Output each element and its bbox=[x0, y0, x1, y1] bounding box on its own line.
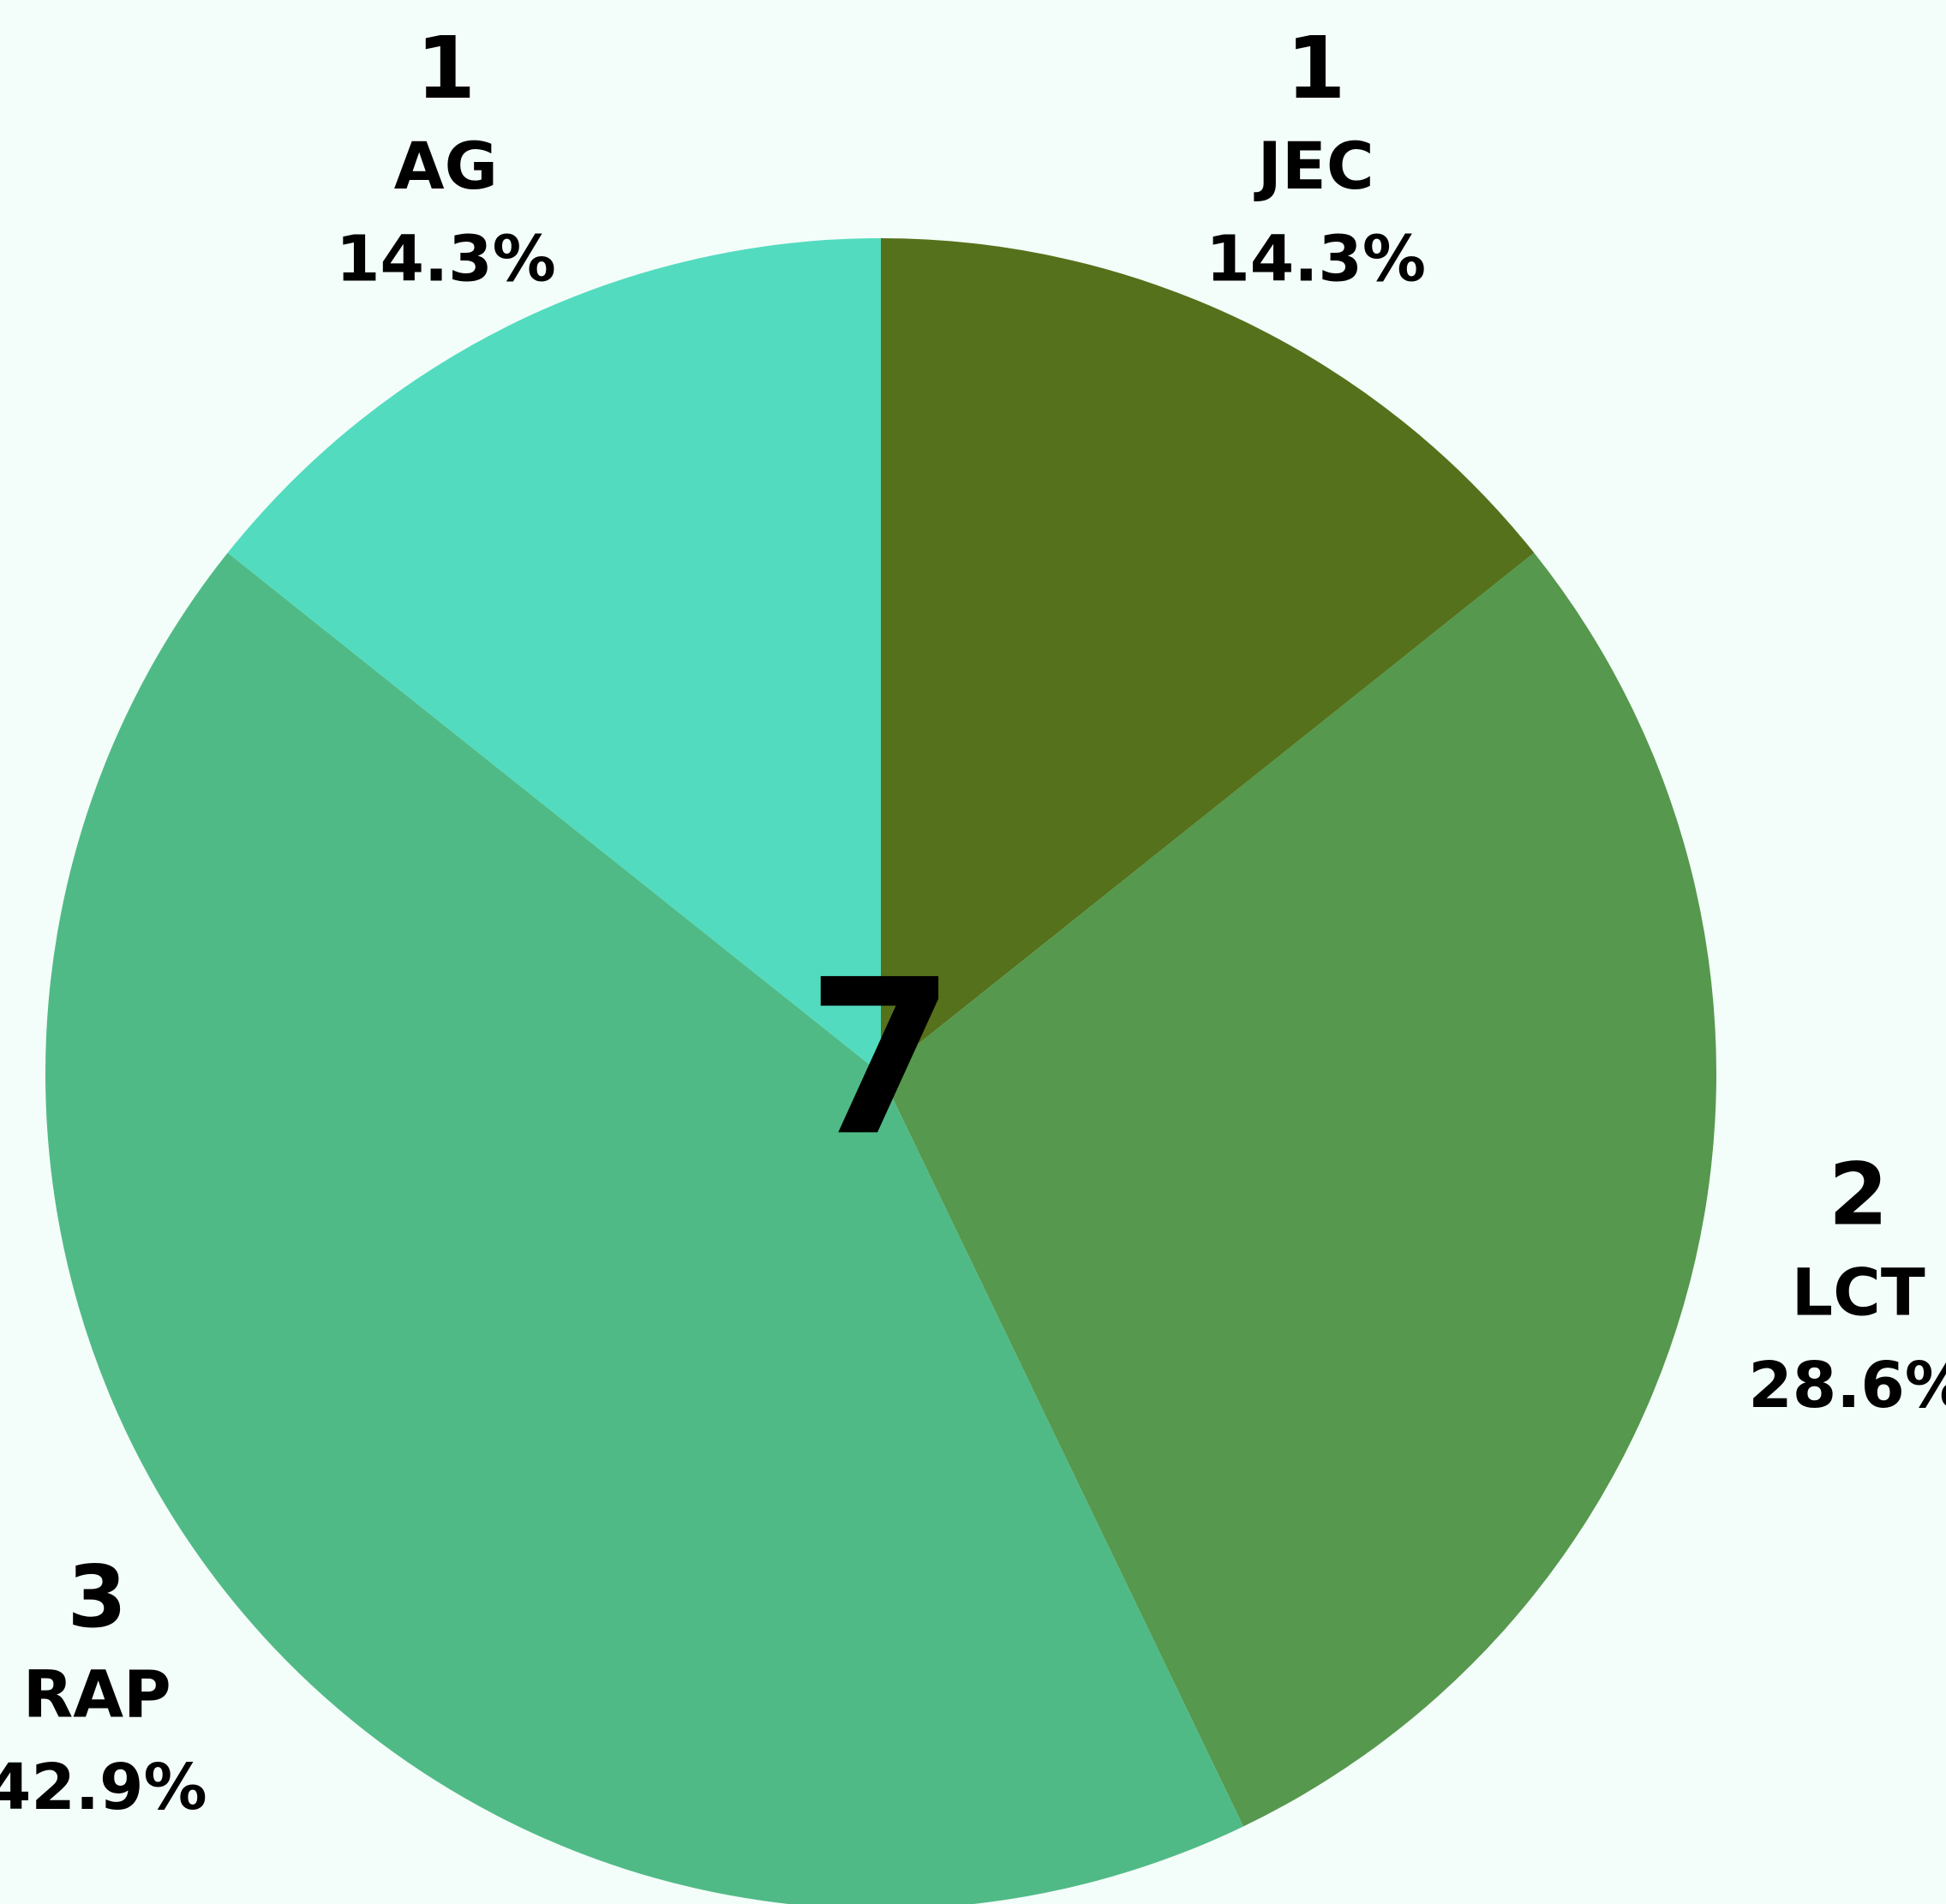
slice-value-label: 1 bbox=[1286, 18, 1346, 118]
slice-value-label: 3 bbox=[67, 1547, 127, 1647]
pie-slice bbox=[881, 553, 1716, 1827]
slice-value-label: 2 bbox=[1829, 1145, 1889, 1245]
slice-name-label: JEC bbox=[1254, 128, 1374, 204]
slice-value-label: 1 bbox=[416, 18, 476, 118]
slice-name-label: AG bbox=[394, 128, 498, 204]
slice-name-label: RAP bbox=[23, 1656, 171, 1732]
slice-percent-label: 14.3% bbox=[1206, 222, 1426, 296]
slice-percent-label: 28.6% bbox=[1748, 1349, 1946, 1422]
pie-slice bbox=[881, 238, 1535, 1074]
pie-slice bbox=[45, 553, 1244, 1904]
pie-slice bbox=[227, 238, 881, 1074]
slice-name-label: LCT bbox=[1792, 1254, 1925, 1330]
slice-percent-label: 14.3% bbox=[336, 222, 556, 296]
slice-percent-label: 42.9% bbox=[0, 1751, 207, 1824]
total-label: 7 bbox=[806, 933, 955, 1183]
